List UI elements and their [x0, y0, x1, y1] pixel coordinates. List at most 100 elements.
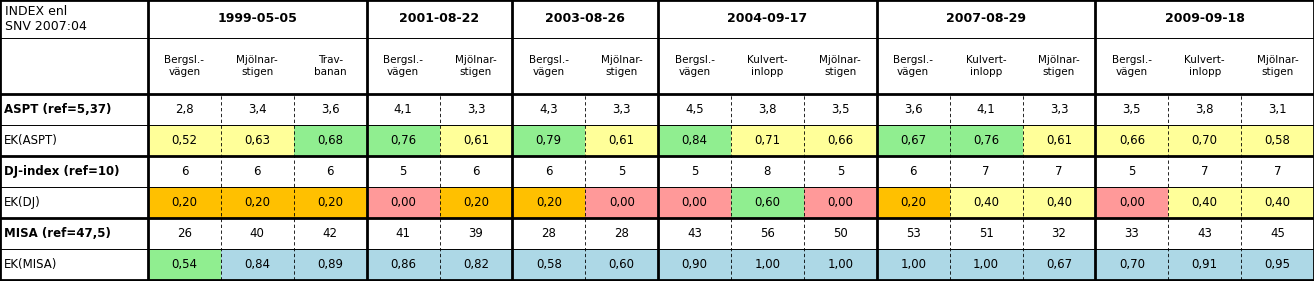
- Text: 7: 7: [983, 165, 989, 178]
- Bar: [1096, 218, 1168, 249]
- Bar: [1242, 38, 1314, 94]
- Bar: [804, 249, 876, 280]
- Bar: [221, 187, 294, 218]
- Bar: [367, 0, 512, 38]
- Text: 2001-08-22: 2001-08-22: [399, 12, 480, 26]
- Bar: [439, 94, 512, 125]
- Bar: [731, 125, 804, 156]
- Text: 0,61: 0,61: [608, 134, 635, 147]
- Bar: [0, 218, 148, 249]
- Text: 28: 28: [614, 227, 629, 240]
- Bar: [950, 218, 1022, 249]
- Text: ASPT (ref=5,37): ASPT (ref=5,37): [4, 103, 112, 116]
- Bar: [804, 38, 876, 94]
- Bar: [1096, 38, 1168, 94]
- Bar: [658, 156, 731, 187]
- Bar: [731, 156, 804, 187]
- Bar: [294, 94, 367, 125]
- Text: Kulvert-
inlopp: Kulvert- inlopp: [966, 55, 1007, 77]
- Bar: [876, 38, 950, 94]
- Text: 0,66: 0,66: [828, 134, 853, 147]
- Bar: [658, 94, 731, 125]
- Text: 0,76: 0,76: [972, 134, 999, 147]
- Text: 0,20: 0,20: [244, 196, 271, 209]
- Text: 0,00: 0,00: [1120, 196, 1144, 209]
- Bar: [512, 218, 585, 249]
- Text: 0,40: 0,40: [1046, 196, 1072, 209]
- Text: 1,00: 1,00: [974, 258, 999, 271]
- Text: 0,67: 0,67: [1046, 258, 1072, 271]
- Bar: [658, 125, 731, 156]
- Bar: [367, 187, 439, 218]
- Bar: [512, 187, 585, 218]
- Text: 1,00: 1,00: [754, 258, 781, 271]
- Bar: [1096, 0, 1314, 38]
- Bar: [731, 94, 804, 125]
- Text: Kulvert-
inlopp: Kulvert- inlopp: [1184, 55, 1225, 77]
- Text: 0,63: 0,63: [244, 134, 271, 147]
- Text: 0,82: 0,82: [463, 258, 489, 271]
- Text: 3,3: 3,3: [612, 103, 631, 116]
- Bar: [294, 156, 367, 187]
- Bar: [1096, 156, 1168, 187]
- Text: 6: 6: [545, 165, 553, 178]
- Bar: [585, 38, 658, 94]
- Text: 7: 7: [1273, 165, 1281, 178]
- Text: 2009-09-18: 2009-09-18: [1164, 12, 1244, 26]
- Bar: [876, 218, 950, 249]
- Bar: [731, 187, 804, 218]
- Text: Bergsl.-
vägen: Bergsl.- vägen: [1112, 55, 1152, 77]
- Text: 0,40: 0,40: [974, 196, 999, 209]
- Text: 3,3: 3,3: [466, 103, 485, 116]
- Text: 7: 7: [1201, 165, 1209, 178]
- Bar: [731, 218, 804, 249]
- Bar: [512, 0, 658, 38]
- Bar: [294, 125, 367, 156]
- Text: EK(ASPT): EK(ASPT): [4, 134, 58, 147]
- Bar: [294, 187, 367, 218]
- Text: 3,8: 3,8: [1196, 103, 1214, 116]
- Bar: [439, 125, 512, 156]
- Bar: [1168, 94, 1242, 125]
- Bar: [585, 94, 658, 125]
- Text: 0,00: 0,00: [608, 196, 635, 209]
- Bar: [1022, 249, 1096, 280]
- Text: 43: 43: [687, 227, 702, 240]
- Bar: [1022, 187, 1096, 218]
- Bar: [1242, 187, 1314, 218]
- Bar: [658, 187, 731, 218]
- Bar: [148, 156, 221, 187]
- Text: 32: 32: [1051, 227, 1067, 240]
- Bar: [1242, 249, 1314, 280]
- Bar: [1168, 38, 1242, 94]
- Text: 0,84: 0,84: [682, 134, 707, 147]
- Bar: [731, 38, 804, 94]
- Bar: [221, 218, 294, 249]
- Bar: [1168, 187, 1242, 218]
- Bar: [512, 38, 585, 94]
- Text: Mjölnar-
stigen: Mjölnar- stigen: [1038, 55, 1080, 77]
- Text: Kulvert-
inlopp: Kulvert- inlopp: [748, 55, 788, 77]
- Text: 0,70: 0,70: [1192, 134, 1218, 147]
- Bar: [367, 218, 439, 249]
- Bar: [950, 38, 1022, 94]
- Bar: [148, 94, 221, 125]
- Text: 0,20: 0,20: [317, 196, 343, 209]
- Text: Trav-
banan: Trav- banan: [314, 55, 347, 77]
- Text: 5: 5: [691, 165, 698, 178]
- Text: 0,70: 0,70: [1118, 258, 1144, 271]
- Text: Mjölnar-
stigen: Mjölnar- stigen: [237, 55, 279, 77]
- Text: 45: 45: [1271, 227, 1285, 240]
- Bar: [1096, 187, 1168, 218]
- Bar: [1242, 94, 1314, 125]
- Text: 0,00: 0,00: [390, 196, 417, 209]
- Bar: [512, 249, 585, 280]
- Bar: [1168, 249, 1242, 280]
- Bar: [950, 125, 1022, 156]
- Text: 0,00: 0,00: [828, 196, 853, 209]
- Text: EK(DJ): EK(DJ): [4, 196, 41, 209]
- Bar: [367, 38, 439, 94]
- Bar: [804, 156, 876, 187]
- Bar: [1022, 38, 1096, 94]
- Bar: [1242, 125, 1314, 156]
